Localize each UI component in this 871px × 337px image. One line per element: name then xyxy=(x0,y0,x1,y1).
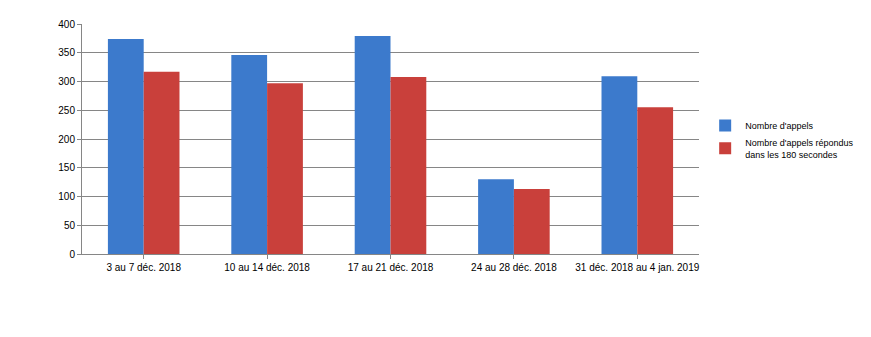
svg-text:50: 50 xyxy=(64,220,76,231)
svg-text:31 déc. 2018 au 4 jan. 2019: 31 déc. 2018 au 4 jan. 2019 xyxy=(575,262,699,273)
svg-text:Nombre d'appels: Nombre d'appels xyxy=(745,121,813,131)
svg-text:200: 200 xyxy=(58,134,75,145)
svg-text:Nombre d'appels répondusdans l: Nombre d'appels répondusdans les 180 sec… xyxy=(745,138,853,160)
svg-text:300: 300 xyxy=(58,76,75,87)
svg-text:250: 250 xyxy=(58,105,75,116)
svg-text:10 au 14 déc. 2018: 10 au 14 déc. 2018 xyxy=(224,262,310,273)
svg-text:350: 350 xyxy=(58,47,75,58)
svg-text:17 au 21 déc. 2018: 17 au 21 déc. 2018 xyxy=(348,262,434,273)
svg-text:3 au 7 déc. 2018: 3 au 7 déc. 2018 xyxy=(106,262,181,273)
svg-text:400: 400 xyxy=(58,19,75,30)
svg-text:0: 0 xyxy=(69,249,75,260)
svg-text:100: 100 xyxy=(58,191,75,202)
svg-text:24 au 28 déc. 2018: 24 au 28 déc. 2018 xyxy=(471,262,557,273)
svg-text:150: 150 xyxy=(58,162,75,173)
